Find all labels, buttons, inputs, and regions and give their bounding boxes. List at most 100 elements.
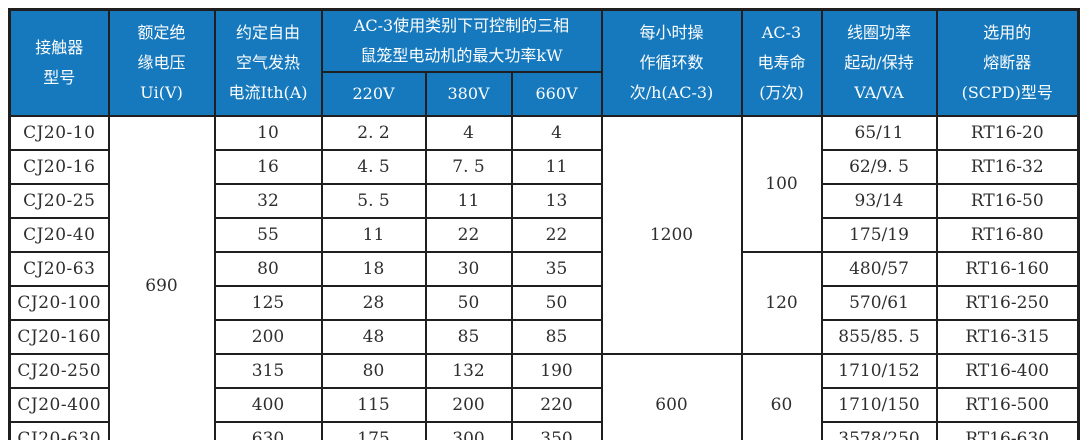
cell-ith: 400 xyxy=(213,387,323,423)
cell-p380: 132 xyxy=(424,353,513,389)
cell-p220: 80 xyxy=(320,353,427,389)
cell-model: CJ20-100 xyxy=(8,285,110,321)
cell-coil: 65/11 xyxy=(820,115,938,151)
cell-coil: 93/14 xyxy=(820,183,938,219)
cell-p220: 28 xyxy=(320,285,427,321)
cell-fuse: RT16-160 xyxy=(935,251,1080,287)
cell-p220: 18 xyxy=(320,251,427,287)
table-row: CJ20-100 125 28 50 50 570/61 RT16-250 xyxy=(8,285,1080,321)
cell-ith: 200 xyxy=(213,319,323,355)
cell-ith: 16 xyxy=(213,149,323,185)
cell-p220: 48 xyxy=(320,319,427,355)
cell-ith: 32 xyxy=(213,183,323,219)
cell-ith: 630 xyxy=(213,421,323,440)
header-ac3-power-group: AC-3使用类别下可控制的三相 鼠笼型电动机的最大功率kW xyxy=(320,8,603,73)
cell-model: CJ20-25 xyxy=(8,183,110,219)
table-row: CJ20-16 16 4. 5 7. 5 11 62/9. 5 RT16-32 xyxy=(8,149,1080,185)
table-row: CJ20-630 630 175 300 350 3578/250 RT16-6… xyxy=(8,421,1080,440)
header-fuse: 选用的 熔断器 (SCPD)型号 xyxy=(935,8,1080,117)
cell-fuse: RT16-315 xyxy=(935,319,1080,355)
cell-cycles-merged: 600 xyxy=(600,353,743,440)
cell-coil: 570/61 xyxy=(820,285,938,321)
cell-fuse: RT16-80 xyxy=(935,217,1080,253)
cell-p660: 35 xyxy=(510,251,603,287)
table-row: CJ20-250 315 80 132 190 600 60 1710/152 … xyxy=(8,353,1080,440)
cell-ui-merged: 690 xyxy=(107,115,216,440)
cell-p220: 11 xyxy=(320,217,427,253)
header-cycles: 每小时操 作循环数 次/h(AC-3) xyxy=(600,8,743,117)
cell-model: CJ20-16 xyxy=(8,149,110,185)
cell-fuse: RT16-50 xyxy=(935,183,1080,219)
cell-coil: 480/57 xyxy=(820,251,938,287)
cell-ith: 315 xyxy=(213,353,323,389)
header-220v: 220V xyxy=(320,71,427,117)
cell-coil: 1710/152 xyxy=(820,353,938,389)
cell-p660: 50 xyxy=(510,285,603,321)
cell-model: CJ20-10 xyxy=(8,115,110,151)
cell-p380: 85 xyxy=(424,319,513,355)
cell-ith: 125 xyxy=(213,285,323,321)
table-row: CJ20-63 80 18 30 35 120 480/57 RT16-160 xyxy=(8,251,1080,355)
cell-fuse: RT16-400 xyxy=(935,353,1080,389)
cell-fuse: RT16-630 xyxy=(935,421,1080,440)
cell-model: CJ20-400 xyxy=(8,387,110,423)
cell-model: CJ20-63 xyxy=(8,251,110,287)
cell-p380: 30 xyxy=(424,251,513,287)
cell-model: CJ20-250 xyxy=(8,353,110,389)
table-row: CJ20-25 32 5. 5 11 13 93/14 RT16-50 xyxy=(8,183,1080,219)
cell-fuse: RT16-250 xyxy=(935,285,1080,321)
table-body: CJ20-10 690 10 2. 2 4 4 1200 100 65/11 R… xyxy=(8,115,1080,440)
cell-coil: 1710/150 xyxy=(820,387,938,423)
header-coil: 线圈功率 起动/保持 VA/VA xyxy=(820,8,938,117)
cell-p220: 2. 2 xyxy=(320,115,427,151)
header-ui: 额定绝 缘电压 Ui(V) xyxy=(107,8,216,117)
cell-coil: 3578/250 xyxy=(820,421,938,440)
cell-fuse: RT16-32 xyxy=(935,149,1080,185)
header-life: AC-3 电寿命 (万次) xyxy=(740,8,823,117)
cell-p660: 22 xyxy=(510,217,603,253)
contactor-spec-table: 接触器 型号 额定绝 缘电压 Ui(V) 约定自由 空气发热 电流Ith(A) … xyxy=(8,8,1080,440)
table-header: 接触器 型号 额定绝 缘电压 Ui(V) 约定自由 空气发热 电流Ith(A) … xyxy=(8,8,1080,117)
cell-life-merged: 100 xyxy=(740,115,823,253)
cell-coil: 855/85. 5 xyxy=(820,319,938,355)
cell-p220: 5. 5 xyxy=(320,183,427,219)
cell-p660: 13 xyxy=(510,183,603,219)
table-row: CJ20-40 55 11 22 22 175/19 RT16-80 xyxy=(8,217,1080,253)
cell-p380: 11 xyxy=(424,183,513,219)
cell-life-merged: 120 xyxy=(740,251,823,355)
table-row: CJ20-160 200 48 85 85 855/85. 5 RT16-315 xyxy=(8,319,1080,355)
cell-p660: 220 xyxy=(510,387,603,423)
cell-p220: 115 xyxy=(320,387,427,423)
table-row: CJ20-400 400 115 200 220 1710/150 RT16-5… xyxy=(8,387,1080,423)
cell-ith: 10 xyxy=(213,115,323,151)
cell-p660: 11 xyxy=(510,149,603,185)
cell-p380: 22 xyxy=(424,217,513,253)
cell-model: CJ20-160 xyxy=(8,319,110,355)
cell-p380: 7. 5 xyxy=(424,149,513,185)
cell-p660: 350 xyxy=(510,421,603,440)
cell-model: CJ20-630 xyxy=(8,421,110,440)
cell-p380: 300 xyxy=(424,421,513,440)
cell-p660: 4 xyxy=(510,115,603,151)
cell-p220: 175 xyxy=(320,421,427,440)
cell-fuse: RT16-500 xyxy=(935,387,1080,423)
cell-fuse: RT16-20 xyxy=(935,115,1080,151)
header-380v: 380V xyxy=(424,71,513,117)
cell-life-merged: 60 xyxy=(740,353,823,440)
cell-p380: 50 xyxy=(424,285,513,321)
cell-p220: 4. 5 xyxy=(320,149,427,185)
cell-p380: 4 xyxy=(424,115,513,151)
cell-cycles-merged: 1200 xyxy=(600,115,743,355)
cell-model: CJ20-40 xyxy=(8,217,110,253)
cell-p660: 190 xyxy=(510,353,603,389)
table-row: CJ20-10 690 10 2. 2 4 4 1200 100 65/11 R… xyxy=(8,115,1080,440)
cell-p380: 200 xyxy=(424,387,513,423)
cell-coil: 62/9. 5 xyxy=(820,149,938,185)
cell-coil: 175/19 xyxy=(820,217,938,253)
cell-ith: 80 xyxy=(213,251,323,287)
header-model: 接触器 型号 xyxy=(8,8,110,117)
header-ith: 约定自由 空气发热 电流Ith(A) xyxy=(213,8,323,117)
cell-p660: 85 xyxy=(510,319,603,355)
cell-ith: 55 xyxy=(213,217,323,253)
